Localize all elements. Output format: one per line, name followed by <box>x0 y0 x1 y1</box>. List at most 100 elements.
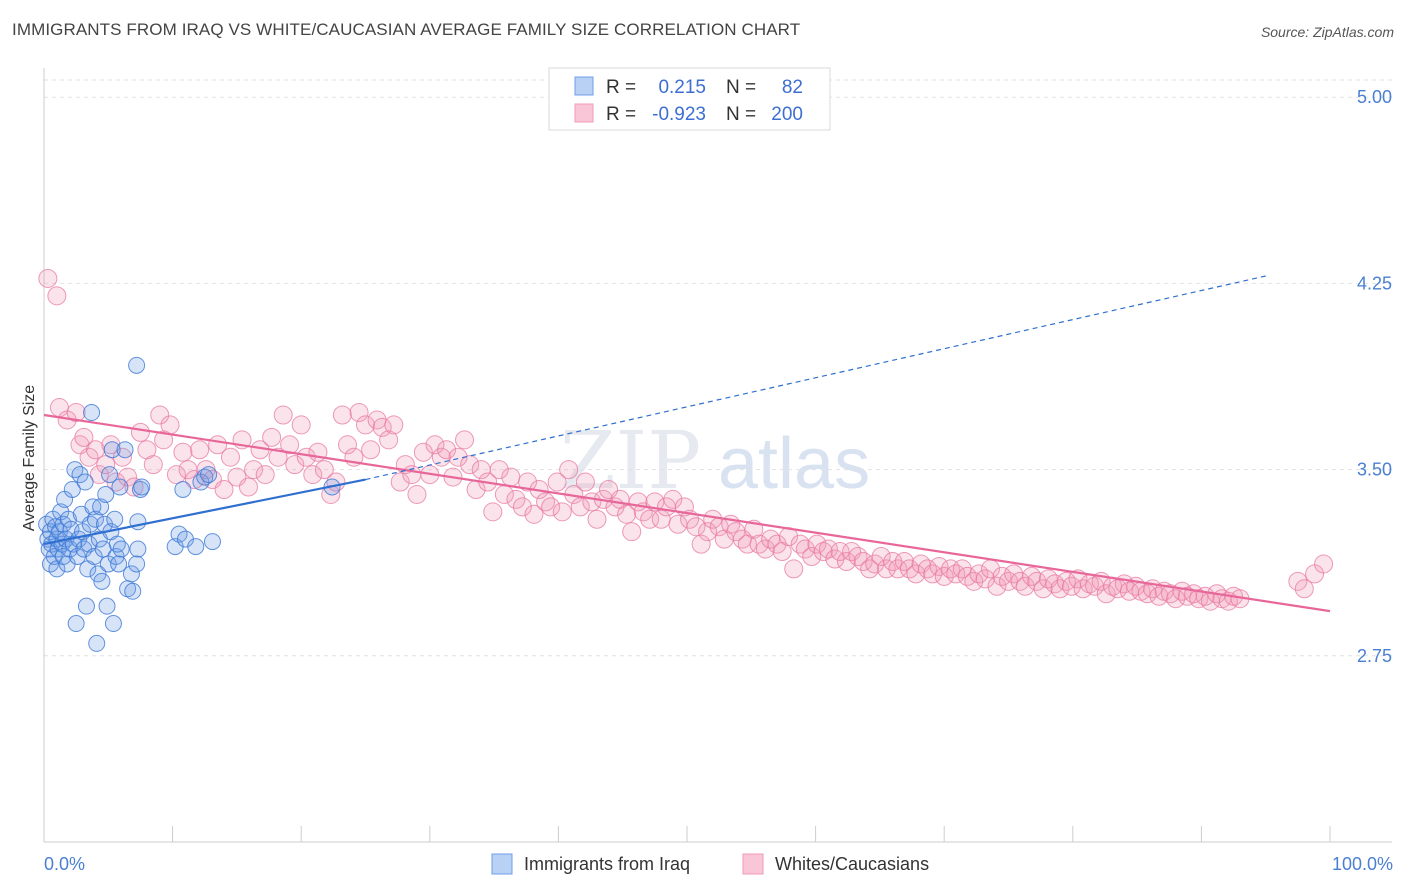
point-whites-caucasians <box>987 576 1007 596</box>
legend-r-label: R = <box>606 77 636 98</box>
point-immigrants-from-iraq <box>76 473 94 491</box>
point-immigrants-from-iraq <box>66 461 84 479</box>
point-immigrants-from-iraq <box>116 441 134 459</box>
point-immigrants-from-iraq <box>129 540 147 558</box>
point-whites-caucasians <box>262 427 282 447</box>
point-whites-caucasians <box>547 472 567 492</box>
point-whites-caucasians <box>929 556 949 576</box>
point-immigrants-from-iraq <box>203 533 221 551</box>
point-whites-caucasians <box>89 465 109 485</box>
point-whites-caucasians <box>622 522 642 542</box>
point-immigrants-from-iraq <box>97 485 115 503</box>
point-whites-caucasians <box>47 286 67 306</box>
point-immigrants-from-iraq <box>81 515 99 533</box>
point-immigrants-from-iraq <box>133 478 151 496</box>
point-whites-caucasians <box>349 403 369 423</box>
legend-n-value: 200 <box>771 104 803 125</box>
point-whites-caucasians <box>101 435 121 455</box>
x-tick-label-min: 0.0% <box>44 854 85 874</box>
point-whites-caucasians <box>66 403 86 423</box>
point-immigrants-from-iraq <box>112 540 130 558</box>
point-immigrants-from-iraq <box>98 597 116 615</box>
y-tick-label: 2.75 <box>1357 646 1392 666</box>
point-whites-caucasians <box>425 435 445 455</box>
point-whites-caucasians <box>413 442 433 462</box>
legend-n-value: 82 <box>782 77 803 98</box>
point-whites-caucasians <box>285 455 305 475</box>
point-whites-caucasians <box>663 489 683 509</box>
legend-swatch-white <box>574 103 594 123</box>
point-immigrants-from-iraq <box>111 478 129 496</box>
point-whites-caucasians <box>813 542 833 562</box>
point-whites-caucasians <box>372 417 392 437</box>
point-whites-caucasians <box>384 415 404 435</box>
point-whites-caucasians <box>74 427 94 447</box>
point-whites-caucasians <box>784 559 804 579</box>
bottom-legend: Immigrants from Iraq Whites/Caucasians <box>491 853 929 875</box>
grid-lines <box>44 79 1392 657</box>
point-whites-caucasians <box>946 564 966 584</box>
point-immigrants-from-iraq <box>200 466 218 484</box>
point-whites-caucasians <box>512 497 532 517</box>
point-whites-caucasians <box>273 405 293 425</box>
point-whites-caucasians <box>559 460 579 480</box>
point-whites-caucasians <box>96 455 116 475</box>
trend-line-immigrants-from-iraq <box>43 478 366 546</box>
point-whites-caucasians <box>379 430 399 450</box>
point-immigrants-from-iraq <box>88 634 106 652</box>
point-whites-caucasians <box>906 564 926 584</box>
point-whites-caucasians <box>871 547 891 567</box>
point-whites-caucasians <box>220 447 240 467</box>
point-whites-caucasians <box>361 440 381 460</box>
point-whites-caucasians <box>923 564 943 584</box>
x-tick-labels: 0.0% 100.0% <box>44 854 1393 874</box>
point-immigrants-from-iraq <box>104 615 122 633</box>
point-whites-caucasians <box>1294 579 1314 599</box>
point-whites-caucasians <box>314 460 334 480</box>
y-tick-label: 3.50 <box>1357 460 1392 480</box>
point-whites-caucasians <box>617 504 637 524</box>
point-whites-caucasians <box>1073 579 1093 599</box>
legend-swatch-iraq <box>574 76 594 96</box>
legend-r-label: R = <box>606 104 636 125</box>
point-immigrants-from-iraq <box>77 597 95 615</box>
point-whites-caucasians <box>460 455 480 475</box>
point-whites-caucasians <box>332 405 352 425</box>
point-immigrants-from-iraq <box>187 538 205 556</box>
point-whites-caucasians <box>402 465 422 485</box>
point-whites-caucasians <box>166 465 186 485</box>
point-immigrants-from-iraq <box>128 555 146 573</box>
legend-n-label: N = <box>726 77 756 98</box>
point-whites-caucasians <box>455 430 475 450</box>
point-whites-caucasians <box>130 422 150 442</box>
point-whites-caucasians <box>190 440 210 460</box>
point-whites-caucasians <box>390 472 410 492</box>
y-axis-title: Average Family Size <box>21 385 38 532</box>
axes <box>43 68 1392 843</box>
point-whites-caucasians <box>291 415 311 435</box>
point-whites-caucasians <box>587 509 607 529</box>
point-whites-caucasians <box>79 447 99 467</box>
point-whites-caucasians <box>1050 579 1070 599</box>
point-whites-caucasians <box>541 497 561 517</box>
point-immigrants-from-iraq <box>106 510 124 528</box>
y-tick-labels: 2.75 3.50 4.25 5.00 <box>1357 87 1392 666</box>
point-whites-caucasians <box>853 551 873 571</box>
bottom-legend-label-iraq: Immigrants from Iraq <box>524 854 690 874</box>
y-tick-label: 4.25 <box>1357 273 1392 293</box>
point-whites-caucasians <box>214 479 234 499</box>
point-whites-caucasians <box>1288 571 1308 591</box>
point-whites-caucasians <box>1033 579 1053 599</box>
point-whites-caucasians <box>437 440 457 460</box>
chart-title: IMMIGRANTS FROM IRAQ VS WHITE/CAUCASIAN … <box>12 20 801 39</box>
point-whites-caucasians <box>337 435 357 455</box>
watermark-atlas: atlas <box>718 424 870 504</box>
x-tick-label-max: 100.0% <box>1332 854 1393 874</box>
point-whites-caucasians <box>1166 589 1186 609</box>
point-whites-caucasians <box>575 472 595 492</box>
point-whites-caucasians <box>888 559 908 579</box>
y-tick-label: 5.00 <box>1357 87 1392 107</box>
point-whites-caucasians <box>280 435 300 455</box>
trend-line-whites-caucasians <box>43 413 1331 613</box>
